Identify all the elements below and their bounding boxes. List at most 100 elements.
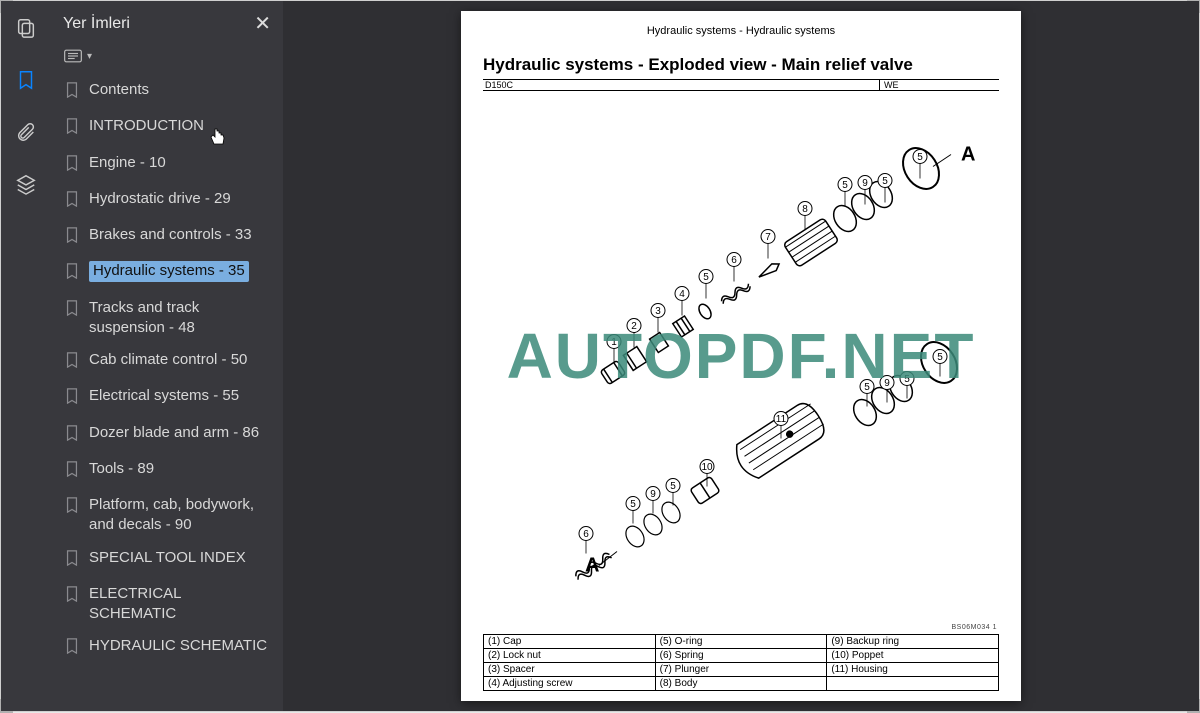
- pdf-page: Hydraulic systems - Hydraulic systems Hy…: [461, 11, 1021, 701]
- svg-text:5: 5: [864, 382, 870, 393]
- bookmark-item[interactable]: HYDRAULIC SCHEMATIC: [57, 630, 277, 666]
- bookmark-item[interactable]: Cab climate control - 50: [57, 344, 277, 380]
- svg-text:5: 5: [917, 152, 923, 163]
- bookmark-label: Dozer blade and arm - 86: [89, 423, 259, 443]
- svg-text:8: 8: [802, 204, 808, 215]
- screenshot-corner: [0, 0, 13, 13]
- figure-reference: BS06M034 1: [952, 624, 997, 631]
- bookmark-label: Tracks and track suspension - 48: [89, 298, 271, 339]
- bookmark-label: SPECIAL TOOL INDEX: [89, 548, 246, 568]
- bookmark-item[interactable]: INTRODUCTION: [57, 110, 277, 146]
- bookmark-outline-icon: [65, 638, 81, 660]
- svg-text:4: 4: [679, 289, 685, 300]
- model-bar: D150C WE: [483, 79, 999, 91]
- attachments-icon[interactable]: [9, 115, 43, 149]
- svg-text:5: 5: [882, 176, 888, 187]
- bookmark-outline-icon: [65, 118, 81, 140]
- svg-text:1: 1: [611, 337, 617, 348]
- page-title: Hydraulic systems - Exploded view - Main…: [483, 55, 999, 75]
- bookmark-label: Contents: [89, 80, 149, 100]
- bookmark-list[interactable]: Contents INTRODUCTION Engine - 10 Hydrostat…: [51, 74, 283, 711]
- parts-cell: (11) Housing: [827, 663, 999, 677]
- bookmark-label: Electrical systems - 55: [89, 386, 239, 406]
- bookmark-item[interactable]: Brakes and controls - 33: [57, 219, 277, 255]
- sidebar-header: Yer İmleri ✕: [51, 1, 283, 44]
- bookmark-outline-icon: [65, 497, 81, 519]
- parts-cell: (9) Backup ring: [827, 635, 999, 649]
- svg-text:7: 7: [765, 232, 771, 243]
- parts-legend-table: (1) Cap(5) O-ring(9) Backup ring(2) Lock…: [483, 634, 999, 691]
- document-stage[interactable]: Hydraulic systems - Hydraulic systems Hy…: [283, 1, 1199, 711]
- page-header: Hydraulic systems - Hydraulic systems: [483, 25, 999, 37]
- parts-cell: (6) Spring: [655, 649, 827, 663]
- bookmark-outline-icon: [65, 586, 81, 608]
- svg-text:A: A: [585, 555, 599, 577]
- bookmark-outline-icon: [65, 425, 81, 447]
- close-icon[interactable]: ✕: [254, 11, 271, 36]
- bookmark-outline-icon: [65, 461, 81, 483]
- bookmark-label: ELECTRICAL SCHEMATIC: [89, 584, 271, 625]
- sidebar-options-button[interactable]: ▾: [51, 44, 283, 74]
- svg-text:9: 9: [884, 378, 890, 389]
- svg-text:9: 9: [650, 489, 656, 500]
- bookmark-label: HYDRAULIC SCHEMATIC: [89, 636, 267, 656]
- bookmark-label: Platform, cab, bodywork, and decals - 90: [89, 495, 271, 536]
- model-left: D150C: [483, 80, 879, 90]
- screenshot-corner: [1187, 0, 1200, 13]
- parts-cell: (1) Cap: [484, 635, 656, 649]
- bookmark-label: Engine - 10: [89, 153, 166, 173]
- bookmark-item[interactable]: Hydrostatic drive - 29: [57, 183, 277, 219]
- bookmark-item[interactable]: Hydraulic systems - 35: [57, 255, 277, 291]
- svg-text:5: 5: [937, 352, 943, 363]
- bookmarks-sidebar: Yer İmleri ✕ ▾ Contents INTRODUCTION Engin…: [51, 1, 283, 711]
- bookmark-label: Tools - 89: [89, 459, 154, 479]
- screenshot-corner: [1187, 699, 1200, 713]
- svg-text:5: 5: [842, 180, 848, 191]
- bookmark-label: Cab climate control - 50: [89, 350, 247, 370]
- svg-text:10: 10: [701, 462, 713, 473]
- svg-text:6: 6: [583, 529, 589, 540]
- bookmark-outline-icon: [65, 263, 81, 285]
- svg-text:5: 5: [703, 272, 709, 283]
- bookmark-item[interactable]: ELECTRICAL SCHEMATIC: [57, 578, 277, 631]
- bookmark-outline-icon: [65, 300, 81, 322]
- bookmark-item[interactable]: Tools - 89: [57, 453, 277, 489]
- parts-cell: (8) Body: [655, 677, 827, 691]
- bookmark-item[interactable]: Dozer blade and arm - 86: [57, 417, 277, 453]
- model-right: WE: [879, 80, 999, 90]
- svg-text:5: 5: [670, 481, 676, 492]
- bookmark-item[interactable]: Tracks and track suspension - 48: [57, 292, 277, 345]
- svg-text:A: A: [961, 144, 975, 166]
- bookmarks-icon[interactable]: [9, 63, 43, 97]
- thumbnails-icon[interactable]: [9, 11, 43, 45]
- parts-cell: (10) Poppet: [827, 649, 999, 663]
- parts-cell: (7) Plunger: [655, 663, 827, 677]
- bookmark-label: INTRODUCTION: [89, 116, 204, 136]
- svg-text:5: 5: [904, 374, 910, 385]
- bookmark-item[interactable]: Platform, cab, bodywork, and decals - 90: [57, 489, 277, 542]
- bookmark-outline-icon: [65, 227, 81, 249]
- sidebar-title: Yer İmleri: [63, 15, 130, 33]
- bookmark-outline-icon: [65, 550, 81, 572]
- bookmark-item[interactable]: SPECIAL TOOL INDEX: [57, 542, 277, 578]
- bookmark-outline-icon: [65, 155, 81, 177]
- chevron-down-icon: ▾: [87, 51, 92, 62]
- parts-cell: (2) Lock nut: [484, 649, 656, 663]
- bookmark-item[interactable]: Contents: [57, 74, 277, 110]
- svg-text:2: 2: [631, 321, 637, 332]
- svg-text:9: 9: [862, 178, 868, 189]
- layers-icon[interactable]: [9, 167, 43, 201]
- svg-text:3: 3: [655, 306, 661, 317]
- bookmark-outline-icon: [65, 352, 81, 374]
- exploded-diagram: 1 2 3 4 5 6 7 8 5 9 5 5 6 5 9 5 10 11 5 9 5 5 A A: [483, 96, 999, 621]
- bookmark-item[interactable]: Electrical systems - 55: [57, 380, 277, 416]
- svg-text:5: 5: [630, 499, 636, 510]
- svg-text:11: 11: [776, 414, 787, 425]
- bookmark-label: Hydraulic systems - 35: [89, 261, 249, 281]
- screenshot-corner: [0, 699, 13, 713]
- svg-text:6: 6: [731, 255, 737, 266]
- vertical-toolbar: [1, 1, 51, 711]
- bookmark-item[interactable]: Engine - 10: [57, 147, 277, 183]
- bookmark-outline-icon: [65, 388, 81, 410]
- parts-cell: (3) Spacer: [484, 663, 656, 677]
